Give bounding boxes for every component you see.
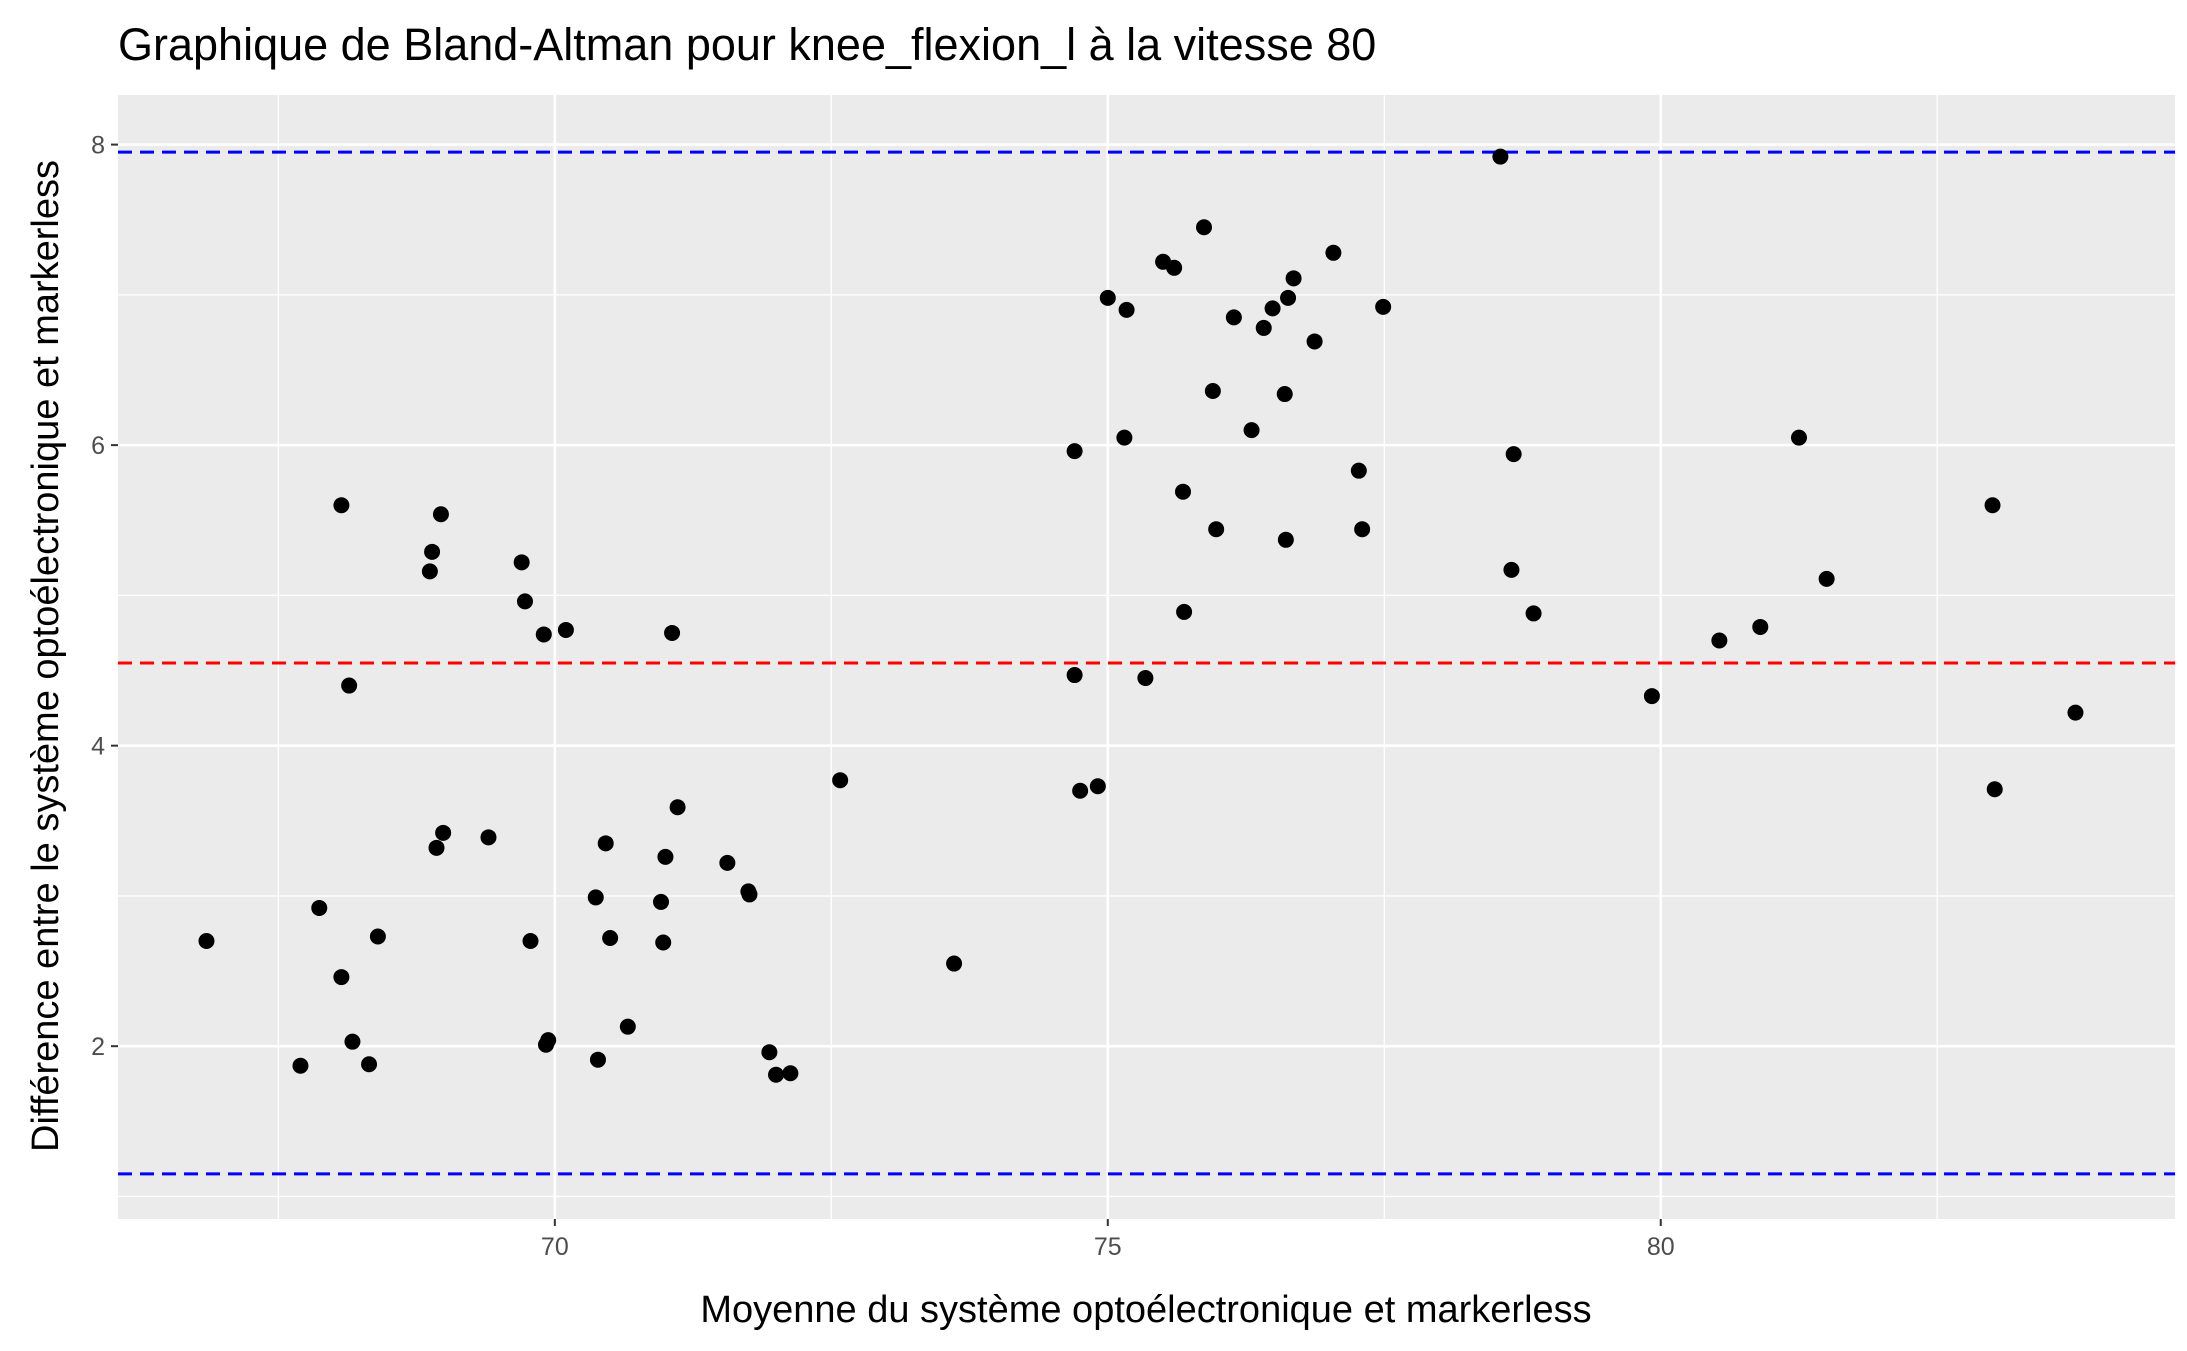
data-point: [522, 933, 539, 950]
data-point: [1066, 443, 1083, 460]
data-point: [653, 893, 670, 910]
data-point: [513, 554, 530, 571]
data-point: [1277, 531, 1294, 548]
data-point: [946, 955, 963, 972]
data-point: [1306, 333, 1323, 350]
x-tick-label: 70: [541, 1233, 569, 1261]
data-point: [589, 1051, 606, 1068]
data-point: [1243, 422, 1260, 439]
data-point: [557, 621, 574, 638]
data-point: [1503, 561, 1520, 578]
data-point: [432, 506, 449, 523]
major-grid: [118, 95, 2175, 1219]
data-point: [1752, 618, 1769, 635]
reference-lines: [118, 150, 2175, 1176]
data-point: [333, 497, 350, 514]
data-point: [1089, 778, 1106, 795]
data-point: [1711, 632, 1728, 649]
data-point: [761, 1044, 778, 1061]
data-point: [1225, 309, 1242, 326]
data-point: [782, 1065, 799, 1082]
data-point: [768, 1066, 785, 1083]
data-point: [1176, 603, 1193, 620]
data-point: [597, 835, 614, 852]
data-point: [516, 593, 533, 610]
data-point: [344, 1033, 361, 1050]
data-point: [428, 839, 445, 856]
data-point: [435, 824, 452, 841]
plot-panel: [118, 95, 2175, 1219]
data-point: [292, 1057, 309, 1074]
data-point: [333, 969, 350, 986]
data-point: [1354, 521, 1371, 538]
data-point: [1986, 781, 2003, 798]
data-points: [198, 148, 2084, 1083]
data-point: [1643, 688, 1660, 705]
data-point: [361, 1056, 378, 1073]
data-point: [741, 886, 758, 903]
y-tick-label: 6: [91, 432, 105, 460]
data-point: [1174, 483, 1191, 500]
data-point: [1196, 219, 1213, 236]
data-point: [602, 930, 619, 946]
data-point: [1375, 298, 1392, 315]
data-point: [311, 899, 328, 916]
data-point: [369, 928, 386, 945]
data-point: [1204, 383, 1221, 400]
data-point: [1984, 497, 2001, 514]
data-point: [1492, 148, 1509, 165]
y-tick-label: 4: [91, 733, 105, 761]
data-point: [655, 934, 672, 951]
data-point: [1525, 605, 1542, 622]
data-point: [664, 624, 681, 641]
data-point: [1137, 670, 1154, 687]
data-point: [587, 889, 604, 906]
data-point: [1264, 300, 1281, 317]
x-axis-title: Moyenne du système optoélectronique et m…: [700, 1289, 1591, 1331]
data-point: [1208, 521, 1225, 538]
minor-grid: [118, 95, 2175, 1219]
data-point: [669, 799, 686, 816]
data-point: [1072, 782, 1089, 799]
data-point: [540, 1032, 557, 1049]
data-point: [1818, 570, 1835, 587]
data-point: [424, 543, 441, 560]
x-tick-label: 75: [1094, 1233, 1122, 1261]
data-point: [832, 772, 849, 789]
data-point: [1116, 429, 1133, 446]
data-point: [719, 854, 736, 871]
data-point: [535, 626, 552, 643]
x-axis-ticks: 70 75 80: [541, 1219, 1675, 1261]
y-tick-label: 8: [91, 132, 105, 160]
data-point: [1166, 259, 1183, 276]
data-point: [657, 848, 674, 865]
y-axis-ticks: 2 4 6 8: [91, 132, 118, 1061]
data-point: [1350, 462, 1367, 479]
chart-title: Graphique de Bland-Altman pour knee_flex…: [118, 19, 1376, 70]
data-point: [1505, 446, 1522, 463]
data-point: [1325, 244, 1342, 261]
data-point: [2067, 704, 2084, 721]
data-point: [341, 677, 358, 694]
data-point: [619, 1018, 636, 1035]
data-point: [480, 829, 497, 846]
y-tick-label: 2: [91, 1033, 105, 1061]
x-tick-label: 80: [1647, 1233, 1675, 1261]
data-point: [198, 933, 215, 950]
data-point: [1790, 429, 1807, 446]
data-point: [1285, 270, 1302, 287]
data-point: [1280, 289, 1297, 306]
data-point: [1255, 319, 1272, 336]
data-point: [1066, 667, 1083, 684]
data-point: [1118, 301, 1135, 318]
data-point: [1276, 386, 1293, 403]
y-axis-title: Différence entre le système optoélectron…: [25, 160, 67, 1152]
data-point: [421, 563, 438, 580]
data-point: [1099, 289, 1116, 306]
